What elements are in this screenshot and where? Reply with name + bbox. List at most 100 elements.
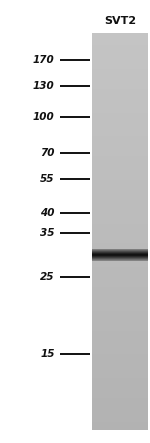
Bar bbox=[92, 164, 148, 168]
Bar bbox=[92, 366, 148, 370]
Bar bbox=[92, 61, 148, 65]
Bar bbox=[92, 152, 148, 156]
Bar bbox=[92, 251, 148, 255]
Bar bbox=[92, 192, 148, 196]
Bar bbox=[92, 426, 148, 430]
Text: 40: 40 bbox=[40, 208, 55, 218]
Bar bbox=[92, 386, 148, 390]
Bar bbox=[92, 224, 148, 228]
Bar bbox=[92, 390, 148, 394]
Bar bbox=[92, 172, 148, 176]
Bar bbox=[92, 200, 148, 204]
Bar bbox=[92, 89, 148, 93]
Bar bbox=[92, 338, 148, 342]
Bar bbox=[92, 160, 148, 164]
Bar bbox=[92, 140, 148, 144]
Bar bbox=[92, 279, 148, 283]
Bar bbox=[92, 220, 148, 224]
Text: 170: 170 bbox=[33, 55, 55, 65]
Bar bbox=[92, 132, 148, 136]
Bar bbox=[92, 323, 148, 326]
Bar bbox=[92, 97, 148, 101]
Bar bbox=[92, 109, 148, 113]
Bar bbox=[92, 235, 148, 239]
Bar bbox=[92, 65, 148, 69]
Bar bbox=[92, 128, 148, 132]
Bar bbox=[92, 216, 148, 220]
Bar bbox=[92, 394, 148, 398]
Bar bbox=[92, 398, 148, 402]
Bar bbox=[92, 315, 148, 319]
Bar bbox=[92, 180, 148, 184]
Bar bbox=[92, 382, 148, 386]
Bar bbox=[92, 410, 148, 414]
Bar bbox=[92, 311, 148, 315]
Bar bbox=[92, 101, 148, 105]
Bar bbox=[92, 283, 148, 287]
Bar bbox=[92, 41, 148, 45]
Bar bbox=[92, 334, 148, 338]
Bar bbox=[92, 188, 148, 192]
Text: 130: 130 bbox=[33, 82, 55, 91]
Bar bbox=[92, 291, 148, 295]
Text: 35: 35 bbox=[40, 228, 55, 237]
Bar bbox=[92, 184, 148, 188]
Bar bbox=[92, 73, 148, 77]
Bar bbox=[92, 136, 148, 140]
Bar bbox=[92, 45, 148, 49]
Bar bbox=[92, 144, 148, 148]
Bar bbox=[92, 228, 148, 231]
Bar bbox=[92, 33, 148, 37]
Bar bbox=[92, 303, 148, 307]
Bar bbox=[92, 406, 148, 410]
Bar bbox=[92, 346, 148, 350]
Bar bbox=[92, 196, 148, 200]
Bar bbox=[92, 350, 148, 354]
Bar bbox=[92, 120, 148, 124]
Bar bbox=[92, 374, 148, 378]
Bar bbox=[92, 57, 148, 61]
Bar bbox=[92, 362, 148, 366]
Bar bbox=[92, 176, 148, 180]
Bar bbox=[92, 402, 148, 406]
Bar bbox=[92, 342, 148, 346]
Bar bbox=[92, 299, 148, 303]
Bar bbox=[92, 53, 148, 57]
Bar bbox=[92, 93, 148, 97]
Bar bbox=[92, 69, 148, 73]
Bar bbox=[92, 243, 148, 247]
Bar bbox=[92, 168, 148, 172]
Bar bbox=[92, 414, 148, 418]
Text: 55: 55 bbox=[40, 175, 55, 184]
Bar bbox=[92, 271, 148, 275]
Bar bbox=[92, 239, 148, 243]
Bar bbox=[92, 117, 148, 120]
Bar bbox=[92, 49, 148, 53]
Bar bbox=[92, 418, 148, 422]
Bar bbox=[92, 287, 148, 291]
Bar bbox=[92, 255, 148, 259]
Text: 25: 25 bbox=[40, 272, 55, 282]
Bar bbox=[92, 263, 148, 267]
Bar bbox=[92, 156, 148, 160]
Bar bbox=[92, 212, 148, 216]
Bar bbox=[92, 81, 148, 85]
Bar bbox=[92, 295, 148, 299]
Bar bbox=[92, 422, 148, 426]
Bar bbox=[92, 231, 148, 235]
Bar bbox=[92, 378, 148, 382]
Bar bbox=[92, 370, 148, 374]
Text: 15: 15 bbox=[40, 350, 55, 359]
Bar bbox=[92, 319, 148, 323]
Bar bbox=[92, 113, 148, 117]
Bar bbox=[92, 330, 148, 334]
Bar bbox=[92, 307, 148, 311]
Bar bbox=[92, 358, 148, 362]
Bar bbox=[92, 247, 148, 251]
Bar bbox=[92, 354, 148, 358]
Bar bbox=[92, 85, 148, 89]
Bar bbox=[92, 275, 148, 279]
Bar bbox=[92, 208, 148, 212]
Text: SVT2: SVT2 bbox=[104, 16, 136, 26]
Bar bbox=[92, 267, 148, 271]
